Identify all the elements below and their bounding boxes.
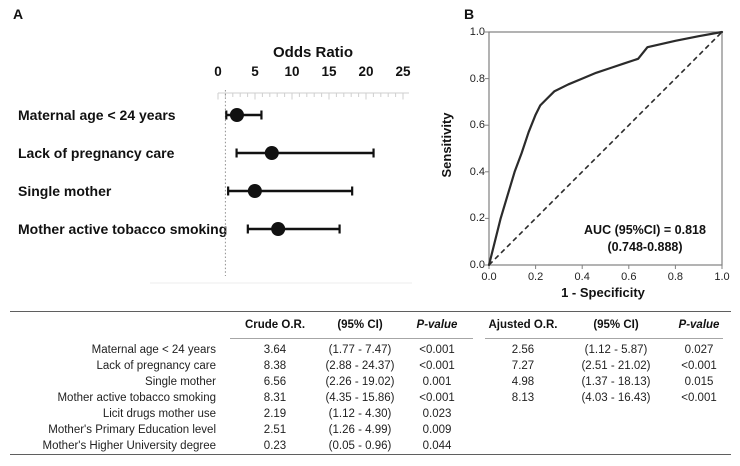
- forest-point: [271, 222, 286, 236]
- forest-row-label: Single mother: [18, 183, 112, 199]
- table-cell: 7.27: [511, 360, 535, 372]
- roc-y-tick-label: 0.8: [469, 72, 485, 85]
- table-cell: (1.26 - 4.99): [328, 424, 392, 436]
- panel-a-label: A: [13, 6, 24, 22]
- table-cell: (1.12 - 4.30): [328, 408, 392, 420]
- table-header-6: P-value: [678, 319, 720, 331]
- forest-axis-tick-label: 15: [321, 64, 337, 79]
- roc-x-tick-label: 0.6: [621, 271, 637, 283]
- table-header-2: (95% CI): [337, 319, 383, 331]
- roc-diagonal-reference-line: [488, 31, 723, 266]
- table-header-5: (95% CI): [593, 319, 639, 331]
- table-cell: <0.001: [419, 344, 455, 356]
- panel-b-label: B: [464, 6, 475, 22]
- roc-y-tick-label: 0.0: [469, 259, 485, 271]
- table-cell: 0.015: [684, 376, 714, 388]
- table-header-4: Ajusted O.R.: [488, 319, 558, 331]
- table-cell: (4.35 - 15.86): [325, 392, 395, 404]
- roc-x-tick-label: 1.0: [714, 271, 730, 283]
- table-bottom-rule: [10, 454, 731, 455]
- roc-y-tick-label: 0.6: [469, 119, 485, 132]
- forest-row-label: Lack of pregnancy care: [18, 145, 175, 161]
- table-header-1: Crude O.R.: [244, 319, 306, 331]
- forest-point: [247, 184, 262, 198]
- forest-axis-tick-label: 25: [395, 64, 411, 79]
- table-crude-group-subrule: [230, 338, 473, 339]
- roc-y-tick-label: 0.2: [469, 212, 485, 225]
- table-cell: (1.37 - 18.13): [581, 376, 651, 388]
- roc-x-axis-title: 1 - Specificity: [561, 285, 645, 300]
- forest-axis-tick-label: 5: [251, 64, 259, 79]
- roc-x-tick-label: 0.2: [527, 271, 544, 283]
- forest-axis-tick-label: 0: [214, 64, 222, 79]
- table-cell: (2.51 - 21.02): [581, 360, 651, 372]
- forest-point: [229, 108, 244, 122]
- table-cell: (2.26 - 19.02): [325, 376, 395, 388]
- table-row-label: Mother's Higher University degree: [42, 440, 217, 452]
- table-row-label: Single mother: [145, 376, 216, 388]
- auc-annotation-line1: AUC (95%CI) = 0.818: [584, 223, 706, 237]
- forest-axis-tick-label: 10: [284, 64, 300, 79]
- table-cell: 2.51: [263, 424, 287, 436]
- table-cell: 2.56: [511, 344, 535, 356]
- table-cell: (2.88 - 24.37): [325, 360, 395, 372]
- table-cell: 0.027: [684, 344, 714, 356]
- roc-x-tick-label: 0.4: [574, 271, 590, 283]
- roc-frame: [488, 31, 723, 266]
- table-row-label: Licit drugs mother use: [102, 408, 216, 420]
- roc-y-tick-label: 0.4: [469, 165, 485, 178]
- table-cell: 2.19: [263, 408, 287, 420]
- forest-row-label: Mother active tobacco smoking: [18, 221, 228, 237]
- roc-x-tick-label: 0.8: [667, 271, 684, 283]
- table-cell: <0.001: [681, 392, 717, 404]
- table-cell: 6.56: [263, 376, 287, 388]
- table-cell: 8.38: [263, 360, 287, 372]
- auc-annotation-line2: (0.748-0.888): [607, 240, 683, 254]
- table-top-rule: [10, 311, 731, 312]
- forest-plot-title: Odds Ratio: [272, 44, 353, 61]
- forest-point: [264, 146, 279, 160]
- table-row-label: Lack of pregnancy care: [96, 360, 216, 372]
- table-cell: (4.03 - 16.43): [581, 392, 651, 404]
- table-adjusted-group-subrule: [485, 338, 723, 339]
- table-cell: (0.05 - 0.96): [328, 440, 392, 452]
- table-cell: 8.31: [263, 392, 287, 404]
- table-row-label: Mother's Primary Education level: [48, 424, 216, 436]
- table-row-label: Maternal age < 24 years: [91, 344, 216, 356]
- forest-row-label: Maternal age < 24 years: [18, 107, 176, 123]
- table-cell: <0.001: [419, 360, 455, 372]
- table-cell: 0.044: [422, 440, 452, 452]
- table-cell: 8.13: [511, 392, 535, 404]
- table-cell: 4.98: [511, 376, 535, 388]
- roc-curve: [487, 30, 724, 267]
- table-cell: <0.001: [681, 360, 717, 372]
- table-cell: 0.009: [422, 424, 452, 436]
- forest-axis-tick-label: 20: [358, 64, 374, 79]
- table-cell: <0.001: [419, 392, 455, 404]
- roc-x-tick-label: 0.0: [481, 271, 497, 283]
- roc-y-axis-title: Sensitivity: [439, 112, 454, 178]
- table-header-3: P-value: [416, 319, 458, 331]
- table-row-label: Mother active tobacco smoking: [57, 392, 216, 404]
- table-cell: (1.12 - 5.87): [584, 344, 648, 356]
- roc-y-tick-label: 1.0: [469, 26, 485, 38]
- table-cell: 3.64: [263, 344, 287, 356]
- table-cell: 0.23: [263, 440, 287, 452]
- table-cell: (1.77 - 7.47): [328, 344, 392, 356]
- table-cell: 0.001: [422, 376, 452, 388]
- table-cell: 0.023: [422, 408, 452, 420]
